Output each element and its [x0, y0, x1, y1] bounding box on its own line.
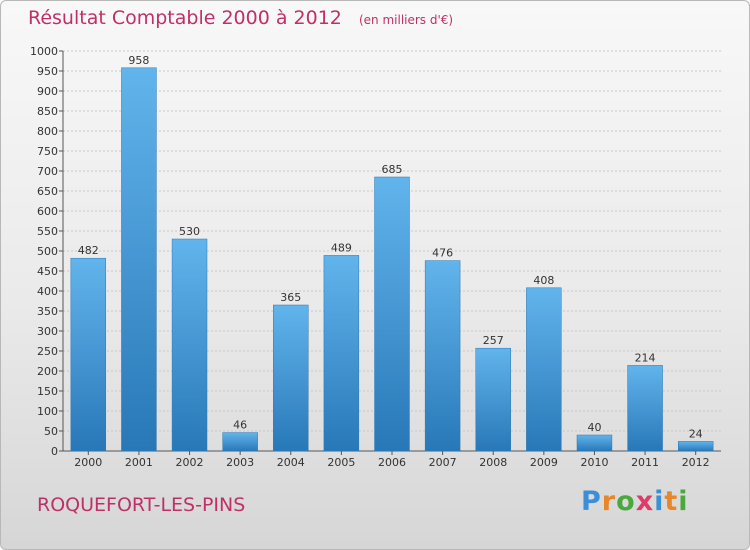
- y-tick-label: 500: [37, 245, 58, 258]
- value-label-2005: 489: [331, 241, 352, 254]
- chart-title: Résultat Comptable 2000 à 2012 (en milli…: [28, 7, 453, 29]
- x-tick-label-2003: 2003: [226, 456, 254, 469]
- y-tick-label: 750: [37, 145, 58, 158]
- proxiti-logo[interactable]: Proxiti: [581, 486, 689, 517]
- x-tick-label-2008: 2008: [479, 456, 507, 469]
- x-tick-label-2000: 2000: [74, 456, 102, 469]
- x-tick-label-2002: 2002: [176, 456, 204, 469]
- bar-2011[interactable]: [627, 365, 663, 452]
- value-label-2008: 257: [483, 334, 504, 347]
- bar-2003[interactable]: [222, 432, 258, 452]
- value-label-2010: 40: [587, 421, 601, 434]
- y-tick-label: 50: [44, 425, 58, 438]
- y-tick-label: 400: [37, 285, 58, 298]
- bar-2008[interactable]: [475, 347, 511, 452]
- x-tick-label-2006: 2006: [378, 456, 406, 469]
- logo-letter: t: [664, 486, 679, 517]
- bar-2004[interactable]: [273, 304, 309, 452]
- bar-2007[interactable]: [424, 260, 461, 452]
- bar-2009[interactable]: [526, 287, 562, 452]
- y-tick-label: 850: [37, 105, 58, 118]
- y-tick-label: 200: [37, 365, 58, 378]
- axis-layer: 0 50 100 150 200 250 300 350 400 450 500 550 600 650 7…: [30, 45, 721, 469]
- x-tick-label-2001: 2001: [125, 456, 153, 469]
- x-tick-label-2007: 2007: [429, 456, 457, 469]
- value-label-2007: 476: [432, 247, 453, 260]
- y-tick-label: 0: [51, 445, 58, 458]
- y-tick-label: 800: [37, 125, 58, 138]
- value-label-2002: 530: [179, 225, 200, 238]
- value-label-2003: 46: [233, 419, 247, 432]
- bar-2000[interactable]: [70, 257, 107, 452]
- y-tick-label: 300: [37, 325, 58, 338]
- bar-2006[interactable]: [374, 176, 410, 452]
- y-tick-label: 950: [37, 65, 58, 78]
- value-label-2000: 482: [78, 244, 99, 257]
- y-tick-label: 700: [37, 165, 58, 178]
- y-tick-label: 350: [37, 305, 58, 318]
- commune-name: ROQUEFORT-LES-PINS: [37, 494, 246, 516]
- bar-2005[interactable]: [323, 255, 360, 452]
- bar-2012[interactable]: [677, 441, 714, 452]
- logo-letter: i: [678, 486, 689, 517]
- y-tick-label: 600: [37, 205, 58, 218]
- y-tick-label: 100: [37, 405, 58, 418]
- bar-layer: [70, 67, 714, 452]
- logo-letter: x: [635, 486, 655, 517]
- x-tick-label-2012: 2012: [682, 456, 710, 469]
- logo-letter: i: [654, 486, 665, 517]
- bar-2010[interactable]: [576, 434, 613, 452]
- logo-letter: r: [601, 486, 617, 517]
- x-tick-label-2005: 2005: [327, 456, 355, 469]
- x-tick-label-2011: 2011: [631, 456, 659, 469]
- value-label-2012: 24: [689, 427, 703, 440]
- y-tick-label: 450: [37, 265, 58, 278]
- y-tick-label: 150: [37, 385, 58, 398]
- logo-letter: o: [616, 486, 636, 517]
- bar-2002[interactable]: [171, 238, 208, 452]
- y-tick-label: 1000: [30, 45, 58, 58]
- x-tick-label-2009: 2009: [530, 456, 558, 469]
- label-layer: 482 958 530 46 365 489 685 476 257 408 40 214 24: [78, 54, 703, 441]
- chart-title-unit: (en milliers d'€): [358, 13, 454, 27]
- value-label-2004: 365: [280, 291, 301, 304]
- chart-title-main: Résultat Comptable 2000 à 2012: [28, 7, 342, 29]
- y-tick-label: 900: [37, 85, 58, 98]
- value-label-2001: 958: [128, 54, 149, 67]
- value-label-2009: 408: [533, 274, 554, 287]
- value-label-2011: 214: [635, 351, 656, 364]
- value-label-2006: 685: [382, 163, 403, 176]
- y-tick-label: 650: [37, 185, 58, 198]
- y-tick-label: 550: [37, 225, 58, 238]
- logo-letter: P: [581, 486, 602, 517]
- y-tick-label: 250: [37, 345, 58, 358]
- x-tick-label-2010: 2010: [580, 456, 608, 469]
- x-tick-label-2004: 2004: [277, 456, 305, 469]
- bar-2001[interactable]: [121, 67, 157, 452]
